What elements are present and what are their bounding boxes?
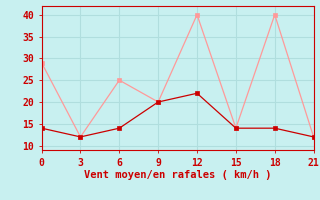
X-axis label: Vent moyen/en rafales ( km/h ): Vent moyen/en rafales ( km/h ) [84,170,271,180]
